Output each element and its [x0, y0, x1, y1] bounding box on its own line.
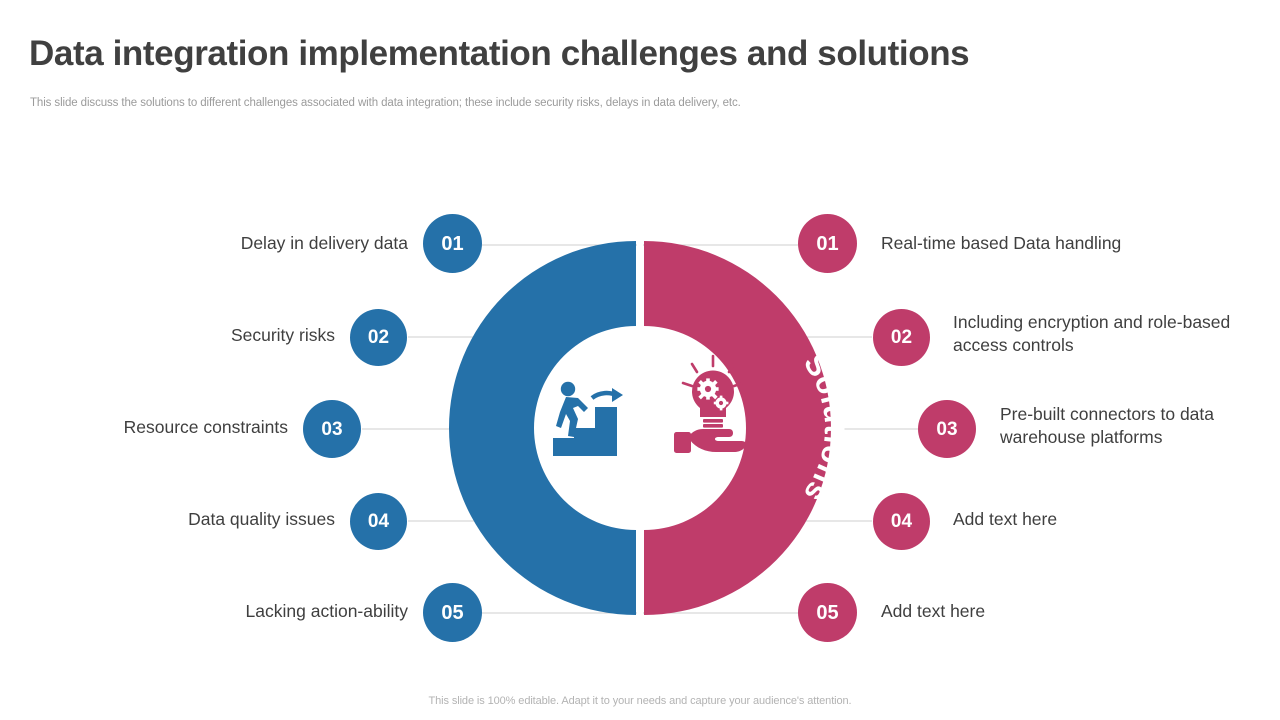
- left-badge-02[interactable]: 02: [350, 309, 407, 366]
- left-label-02: Security risks: [230, 325, 335, 345]
- left-badge-05[interactable]: 05: [423, 583, 482, 642]
- right-badge-01-number: 01: [816, 232, 839, 255]
- page-subtitle: This slide discuss the solutions to diff…: [30, 97, 741, 109]
- left-badge-02-number: 02: [367, 327, 390, 348]
- right-label-01: Real-time based Data handling: [881, 233, 1122, 253]
- right-badge-05-number: 05: [816, 601, 839, 624]
- left-badge-03[interactable]: 03: [303, 400, 361, 458]
- right-label-04: Add text here: [953, 509, 1058, 529]
- right-badge-01[interactable]: 01: [798, 214, 857, 273]
- left-label-03: Resource constraints: [123, 417, 288, 437]
- page-title: Data integration implementation challeng…: [29, 34, 970, 73]
- right-badge-02-number: 02: [890, 327, 913, 348]
- left-badge-04-number: 04: [367, 511, 390, 532]
- left-badge-01-number: 01: [441, 232, 464, 255]
- left-badge-03-number: 03: [321, 418, 343, 440]
- left-label-05: Lacking action-ability: [245, 601, 408, 621]
- solutions-arc: [644, 241, 831, 615]
- left-badge-01[interactable]: 01: [423, 214, 482, 273]
- left-label-04: Data quality issues: [188, 509, 335, 529]
- right-badge-04-number: 04: [890, 511, 913, 532]
- challenges-arc-label: Challenges: [619, 349, 676, 508]
- right-badge-05[interactable]: 05: [798, 583, 857, 642]
- challenges-arc: [449, 241, 636, 615]
- challenges-arc-label-text: Challenges: [619, 349, 676, 508]
- challenges-solutions-diagram: Challenges Solutions: [0, 140, 1280, 680]
- diagram-canvas: Challenges Solutions: [362, 241, 918, 615]
- right-badge-03[interactable]: 03: [918, 400, 976, 458]
- hand-holding-lightbulb-gears-icon: [674, 354, 746, 453]
- right-label-02: Including encryption and role-based acce…: [953, 312, 1231, 356]
- right-badge-03-number: 03: [936, 418, 958, 440]
- right-badge-02[interactable]: 02: [873, 309, 930, 366]
- left-badge-04[interactable]: 04: [350, 493, 407, 550]
- left-label-01: Delay in delivery data: [240, 233, 408, 253]
- right-label-03: Pre-built connectors to data warehouse p…: [1000, 404, 1215, 448]
- right-badge-04[interactable]: 04: [873, 493, 930, 550]
- left-badge-05-number: 05: [441, 601, 464, 624]
- right-label-05: Add text here: [881, 601, 986, 621]
- slide-footer: This slide is 100% editable. Adapt it to…: [428, 695, 852, 707]
- person-climbing-stairs-icon: [553, 381, 623, 456]
